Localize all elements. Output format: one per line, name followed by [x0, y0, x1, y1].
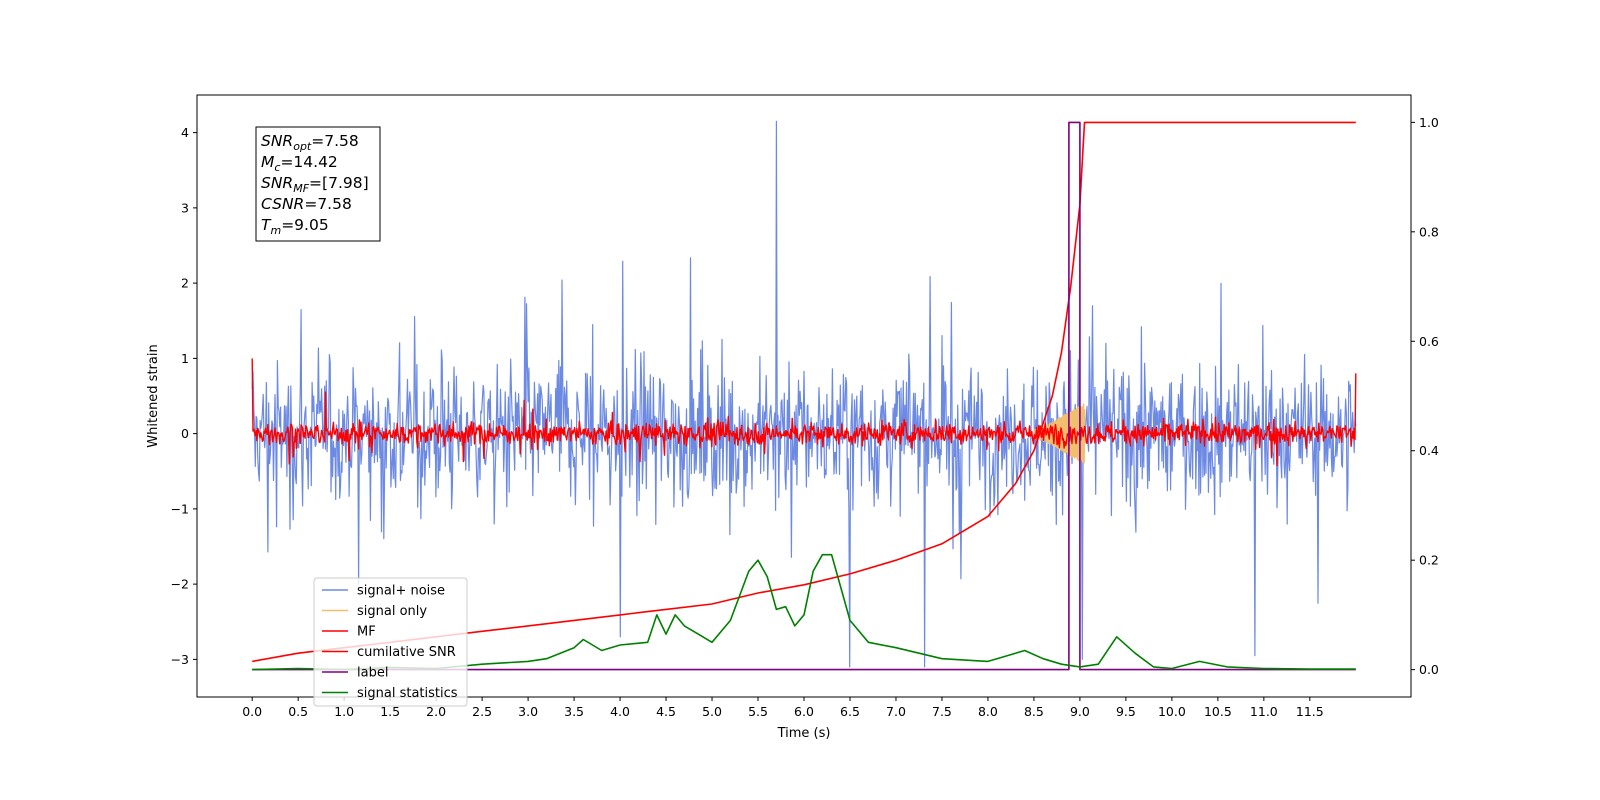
- x-tick-label: 5.0: [702, 704, 722, 719]
- annotation-value: =9.05: [281, 216, 329, 234]
- y-right-tick-label: 1.0: [1419, 115, 1439, 130]
- legend-label: signal statistics: [357, 686, 458, 701]
- annotation-subscript: MF: [293, 182, 309, 195]
- x-axis: 0.0 0.5 1.0 1.5 2.0 2.5 3.0 3.5 4.0 4.5 5.0 5.5 6.0 6…: [242, 697, 1324, 719]
- annotation-line: SNRMF=[7.98]: [261, 174, 369, 195]
- x-tick-label: 1.0: [334, 704, 354, 719]
- y-right-tick-label: 0.0: [1419, 662, 1439, 677]
- annotation-symbol: SNR: [261, 174, 293, 192]
- x-tick-label: 9.5: [1116, 704, 1136, 719]
- annotation-frame: [255, 126, 381, 242]
- y-tick-label: 2: [181, 276, 189, 291]
- y-tick-label: −1: [171, 501, 189, 516]
- y-axis-left: −3 −2 −1 0 1 2 3 4: [171, 125, 197, 667]
- legend-label: label: [357, 666, 388, 681]
- y-tick-label: −3: [171, 652, 189, 667]
- y-tick-label: −2: [171, 577, 189, 592]
- legend-label: signal+ noise: [357, 584, 445, 599]
- legend-label: signal only: [357, 604, 427, 619]
- annotation-subscript: c: [274, 161, 280, 174]
- x-tick-label: 10.0: [1158, 704, 1186, 719]
- y-axis-right: 0.0 0.2 0.4 0.6 0.8 1.0: [1411, 115, 1439, 677]
- x-tick-label: 6.5: [840, 704, 860, 719]
- x-tick-label: 8.5: [1024, 704, 1044, 719]
- annotation-symbol: SNR: [261, 132, 293, 150]
- annotation-symbol: T: [261, 216, 272, 234]
- annotation-box: SNRopt=7.58Mc=14.42SNRMF=[7.98]CSNR=7.58…: [255, 126, 381, 242]
- legend-frame: [313, 577, 468, 707]
- annotation-value: =[7.98]: [309, 174, 369, 192]
- annotation-symbol: M: [261, 153, 274, 171]
- annotation-subscript: opt: [293, 140, 312, 153]
- series-line-5: [252, 553, 1356, 671]
- x-tick-label: 2.5: [472, 704, 492, 719]
- y-tick-label: 4: [181, 125, 189, 140]
- x-tick-label: 2.0: [426, 704, 446, 719]
- x-tick-label: 11.0: [1250, 704, 1278, 719]
- series-line-2: [251, 358, 1357, 467]
- series-line-0: [251, 120, 1357, 668]
- y-right-tick-label: 0.2: [1419, 553, 1439, 568]
- annotation-value: =14.42: [280, 153, 337, 171]
- y-right-tick-label: 0.6: [1419, 334, 1439, 349]
- x-tick-label: 0.5: [288, 704, 308, 719]
- series-line-4: [252, 121, 1356, 671]
- y-tick-label: 1: [181, 351, 189, 366]
- annotation-line: CSNR=7.58: [261, 195, 352, 213]
- y-axis-label: Whitened strain: [146, 344, 161, 447]
- annotation-value: =7.58: [311, 132, 359, 150]
- x-tick-label: 9.0: [1070, 704, 1090, 719]
- annotation-symbol: CSNR: [261, 195, 304, 213]
- x-tick-label: 1.5: [380, 704, 400, 719]
- annotation-line: Mc=14.42: [261, 153, 338, 174]
- x-tick-label: 8.0: [978, 704, 998, 719]
- x-tick-label: 0.0: [242, 704, 262, 719]
- annotation-line: SNRopt=7.58: [261, 132, 359, 153]
- legend-label: cumilative SNR: [357, 645, 456, 660]
- y-tick-label: 0: [181, 426, 189, 441]
- y-right-tick-label: 0.8: [1419, 224, 1439, 239]
- x-tick-label: 6.0: [794, 704, 814, 719]
- x-tick-label: 4.5: [656, 704, 676, 719]
- y-right-tick-label: 0.4: [1419, 443, 1439, 458]
- x-tick-label: 4.0: [610, 704, 630, 719]
- x-tick-label: 5.5: [748, 704, 768, 719]
- legend-label: MF: [357, 625, 376, 640]
- annotation-line: Tm=9.05: [261, 216, 329, 237]
- x-tick-label: 7.0: [886, 704, 906, 719]
- y-tick-label: 3: [181, 200, 189, 215]
- x-axis-label: Time (s): [777, 726, 831, 741]
- x-tick-label: 11.5: [1296, 704, 1324, 719]
- annotation-subscript: m: [270, 224, 281, 237]
- annotation-value: =7.58: [304, 195, 352, 213]
- x-tick-label: 7.5: [932, 704, 952, 719]
- x-tick-label: 3.0: [518, 704, 538, 719]
- x-tick-label: 3.5: [564, 704, 584, 719]
- x-tick-label: 10.5: [1204, 704, 1232, 719]
- legend: signal+ noise signal only MF cumilative SNR…: [313, 577, 468, 707]
